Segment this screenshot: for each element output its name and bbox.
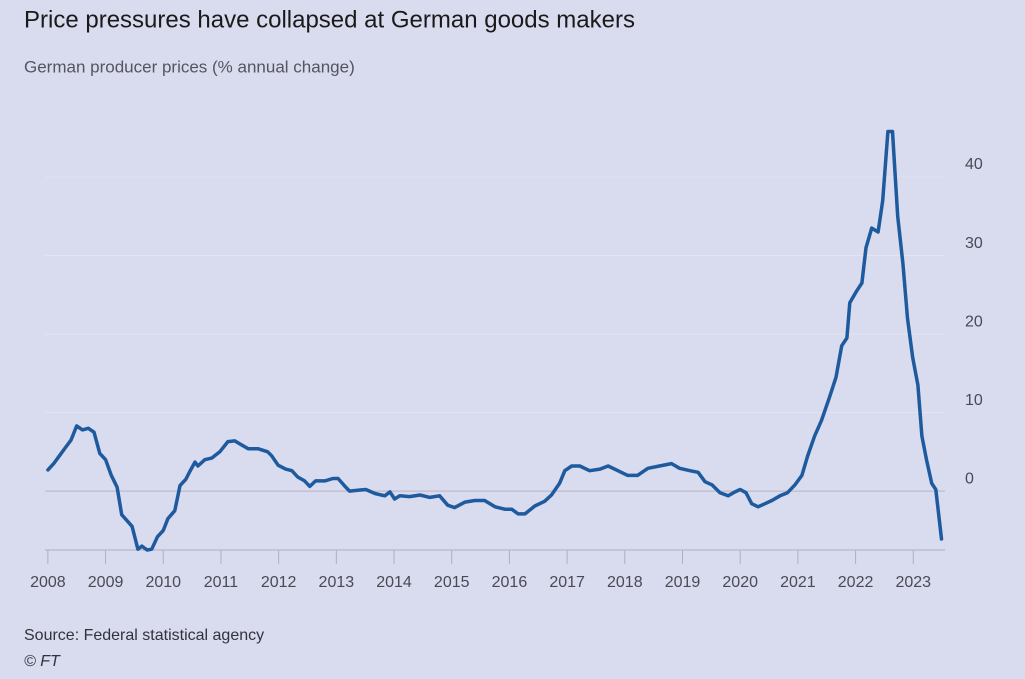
x-tick-label: 2017: [549, 574, 585, 591]
source: Source: Federal statistical agency: [24, 627, 264, 644]
chart-subtitle: German producer prices (% annual change): [24, 57, 355, 76]
x-tick-label: 2020: [722, 574, 758, 591]
x-tick-label: 2012: [261, 574, 297, 591]
x-tick-label: 2013: [319, 574, 355, 591]
x-tick-label: 2011: [204, 574, 239, 591]
y-tick-label: 20: [965, 313, 983, 330]
x-tick-label: 2015: [434, 574, 470, 591]
x-tick-label: 2023: [895, 574, 931, 591]
x-tick-label: 2018: [607, 574, 643, 591]
x-tick-label: 2008: [30, 574, 66, 591]
x-tick-label: 2019: [665, 574, 701, 591]
y-tick-label: 30: [965, 235, 983, 252]
x-tick-label: 2010: [145, 574, 181, 591]
y-tick-label: 10: [965, 392, 983, 409]
x-tick-label: 2009: [88, 574, 124, 591]
x-tick-label: 2021: [780, 574, 816, 591]
chart-title: Price pressures have collapsed at German…: [24, 6, 635, 33]
x-tick-label: 2016: [492, 574, 528, 591]
y-tick-label: 0: [965, 470, 974, 487]
x-tick-label: 2014: [376, 574, 412, 591]
y-tick-label: 40: [965, 156, 983, 173]
x-tick-label: 2022: [838, 574, 874, 591]
credit: © FT: [24, 653, 61, 670]
line: [46, 129, 944, 552]
